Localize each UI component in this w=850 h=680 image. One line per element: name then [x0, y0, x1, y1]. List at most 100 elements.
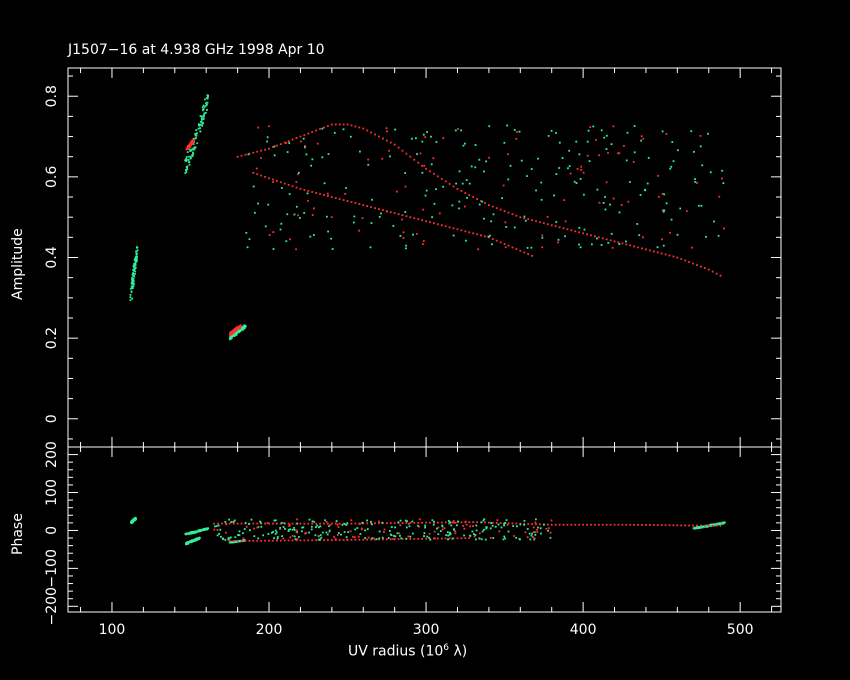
- data-point: [296, 522, 299, 525]
- data-point: [319, 534, 322, 537]
- data-point: [302, 137, 305, 140]
- data-point: [416, 524, 419, 527]
- data-point: [362, 204, 365, 206]
- data-point: [291, 528, 294, 531]
- data-point: [523, 217, 526, 220]
- data-point: [439, 530, 442, 533]
- data-point: [325, 215, 328, 218]
- data-point: [399, 524, 402, 527]
- data-point: [471, 530, 474, 533]
- data-point: [232, 334, 234, 336]
- data-point: [719, 524, 722, 527]
- data-point: [235, 332, 238, 335]
- data-point: [478, 532, 481, 535]
- data-point: [289, 238, 292, 241]
- data-point: [338, 539, 341, 541]
- data-point: [497, 523, 500, 526]
- data-point: [327, 125, 329, 127]
- data-point: [353, 215, 356, 218]
- data-point: [417, 218, 420, 221]
- data-point: [205, 102, 207, 105]
- data-point: [601, 523, 604, 526]
- data-point: [423, 532, 426, 534]
- data-point: [132, 266, 135, 268]
- data-point: [389, 155, 391, 158]
- data-point: [366, 519, 368, 522]
- data-point: [671, 141, 674, 143]
- data-point: [307, 539, 310, 542]
- data-point: [389, 538, 392, 541]
- data-point: [707, 268, 710, 271]
- data-point: [189, 148, 192, 151]
- data-point: [507, 530, 510, 533]
- data-point: [189, 150, 192, 152]
- data-point: [131, 297, 134, 300]
- data-point: [247, 153, 250, 156]
- data-point: [357, 535, 360, 538]
- data-point: [393, 522, 396, 524]
- data-point: [328, 531, 331, 533]
- data-point: [639, 194, 642, 196]
- data-point: [582, 232, 585, 235]
- data-point: [199, 115, 202, 118]
- data-point: [334, 522, 337, 525]
- data-point: [540, 198, 543, 201]
- data-point: [715, 524, 718, 527]
- data-point: [222, 537, 225, 540]
- data-point: [337, 532, 340, 534]
- data-point: [523, 251, 526, 254]
- data-point: [550, 519, 553, 522]
- data-point: [268, 177, 270, 180]
- data-point: [293, 527, 295, 529]
- data-point: [358, 203, 361, 205]
- data-point: [257, 537, 260, 540]
- data-point: [432, 523, 435, 526]
- data-point: [474, 144, 477, 146]
- data-point: [267, 125, 270, 128]
- data-point: [293, 213, 296, 216]
- data-point: [587, 129, 590, 132]
- data-point: [432, 157, 435, 160]
- data-point: [185, 169, 187, 172]
- data-point: [244, 540, 247, 542]
- data-point: [230, 333, 233, 335]
- data-point: [197, 123, 200, 126]
- data-point: [477, 248, 480, 251]
- data-point: [541, 246, 544, 249]
- data-point: [268, 147, 270, 150]
- data-point: [194, 137, 197, 140]
- data-point: [195, 531, 198, 533]
- data-point: [623, 144, 625, 147]
- data-point: [436, 175, 439, 178]
- data-point: [721, 169, 724, 172]
- data-point: [239, 540, 242, 542]
- data-point: [195, 129, 198, 132]
- data-point: [699, 135, 702, 137]
- data-point: [307, 522, 310, 525]
- data-point: [578, 231, 581, 234]
- data-point: [237, 534, 239, 536]
- data-point: [307, 199, 310, 202]
- data-point: [272, 531, 274, 533]
- data-point: [333, 131, 336, 134]
- data-point: [367, 536, 370, 539]
- data-point: [586, 140, 589, 143]
- data-point: [240, 522, 243, 525]
- data-point: [259, 521, 262, 524]
- data-point: [307, 190, 310, 192]
- data-point: [657, 195, 660, 198]
- data-point: [366, 522, 369, 525]
- data-point: [246, 246, 249, 249]
- data-point: [492, 213, 495, 216]
- data-point: [523, 519, 526, 522]
- data-point: [433, 172, 435, 175]
- data-point: [402, 231, 405, 234]
- data-point: [279, 527, 282, 529]
- data-point: [530, 534, 533, 537]
- data-point: [546, 216, 549, 218]
- data-point: [523, 523, 526, 526]
- data-point: [426, 535, 429, 538]
- data-point: [358, 126, 361, 129]
- data-point: [192, 138, 195, 140]
- data-point: [191, 147, 194, 150]
